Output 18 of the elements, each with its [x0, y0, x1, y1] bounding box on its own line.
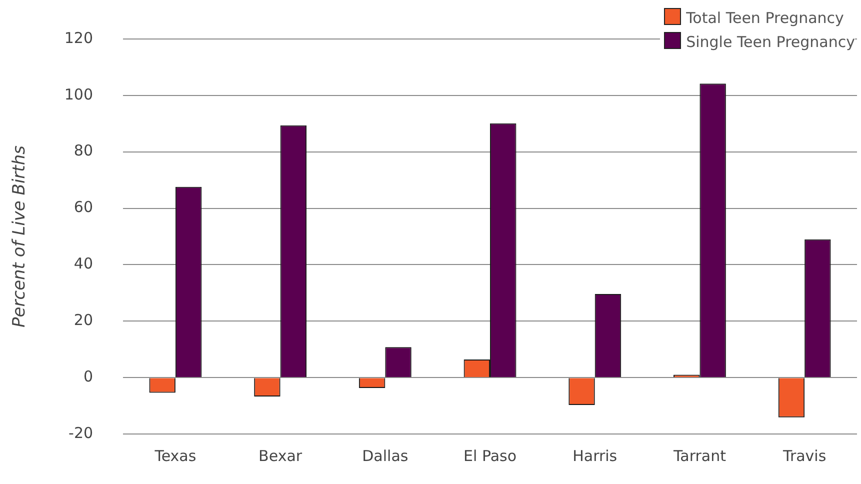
y-tick-label: 80 — [74, 142, 94, 160]
y-tick-label: -20 — [68, 424, 94, 442]
y-tick-label: 20 — [74, 311, 94, 330]
x-tick-label: Travis — [782, 446, 826, 465]
x-tick-label: Harris — [572, 446, 618, 465]
legend-label: Total Teen Pregnancy — [685, 8, 845, 29]
y-tick-label: 100 — [64, 85, 94, 104]
x-tick-label: Dallas — [362, 446, 408, 465]
legend-label: Single Teen Pregnancy — [685, 32, 855, 53]
y-tick-label: 60 — [74, 198, 94, 216]
y-tick-label: 0 — [83, 367, 94, 386]
x-tick-label: Bexar — [258, 446, 303, 465]
x-tick-label: Texas — [154, 446, 196, 465]
y-tick-label: 120 — [64, 28, 94, 47]
x-tick-label: Tarrant — [672, 446, 726, 465]
y-tick-label: 40 — [74, 254, 94, 273]
y-axis-title: Percent of Live Births — [10, 145, 30, 328]
x-tick-label: El Paso — [464, 446, 516, 465]
